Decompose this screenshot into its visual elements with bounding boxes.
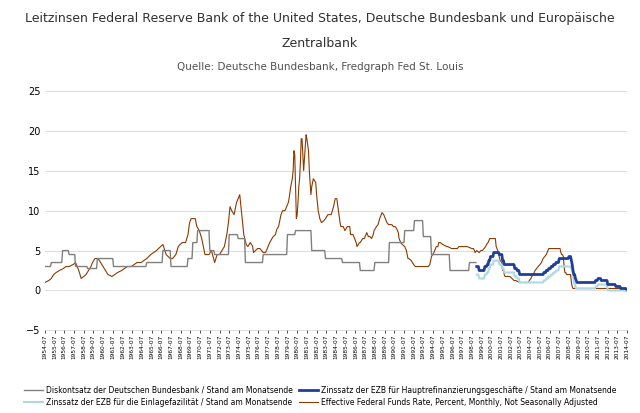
Zinssatz der EZB für Hauptrefinanzierungsgeschäfte / Stand am Monatsende [595,276,603,281]
Zinssatz der EZB für Hauptrefinanzierungsgeschäfte / Stand am Monatsende [490,250,497,255]
Zinssatz der EZB für Hauptrefinanzierungsgeschäfte / Stand am Monatsende [623,287,630,292]
Zinssatz der EZB für Hauptrefinanzierungsgeschäfte / Stand am Monatsende [506,262,514,267]
Zinssatz der EZB für Hauptrefinanzierungsgeschäfte / Stand am Monatsende [596,276,604,281]
Effective Federal Funds Rate, Percent, Monthly, Not Seasonally Adjusted [169,256,177,261]
Zinssatz der EZB für die Einlagefazilität / Stand am Monatsende [490,258,497,263]
Diskontsatz der Deutschen Bundesbank / Stand am Monatsende [41,264,49,269]
Line: Zinssatz der EZB für Hauptrefinanzierungsgeschäfte / Stand am Monatsende: Zinssatz der EZB für Hauptrefinanzierung… [477,252,627,289]
Diskontsatz der Deutschen Bundesbank / Stand am Monatsende [356,268,364,273]
Diskontsatz der Deutschen Bundesbank / Stand am Monatsende [170,264,177,269]
Zinssatz der EZB für die Einlagefazilität / Stand am Monatsende [473,272,481,277]
Zinssatz der EZB für die Einlagefazilität / Stand am Monatsende [506,270,514,275]
Zinssatz der EZB für Hauptrefinanzierungsgeschäfte / Stand am Monatsende [473,264,481,269]
Diskontsatz der Deutschen Bundesbank / Stand am Monatsende [470,260,478,265]
Zinssatz der EZB für die Einlagefazilität / Stand am Monatsende [623,289,630,294]
Zinssatz der EZB für die Einlagefazilität / Stand am Monatsende [596,282,604,287]
Effective Federal Funds Rate, Percent, Monthly, Not Seasonally Adjusted [623,286,631,291]
Effective Federal Funds Rate, Percent, Monthly, Not Seasonally Adjusted [41,280,49,285]
Line: Effective Federal Funds Rate, Percent, Monthly, Not Seasonally Adjusted: Effective Federal Funds Rate, Percent, M… [45,135,627,288]
Diskontsatz der Deutschen Bundesbank / Stand am Monatsende [249,260,257,265]
Zinssatz der EZB für die Einlagefazilität / Stand am Monatsende [479,276,486,281]
Effective Federal Funds Rate, Percent, Monthly, Not Seasonally Adjusted [572,286,579,291]
Zinssatz der EZB für Hauptrefinanzierungsgeschäfte / Stand am Monatsende [479,268,486,273]
Legend: Diskontsatz der Deutschen Bundesbank / Stand am Monatsende, Zinssatz der EZB für: Diskontsatz der Deutschen Bundesbank / S… [21,384,619,409]
Effective Federal Funds Rate, Percent, Monthly, Not Seasonally Adjusted [194,225,202,230]
Zinssatz der EZB für die Einlagefazilität / Stand am Monatsende [572,286,580,291]
Zinssatz der EZB für die Einlagefazilität / Stand am Monatsende [623,289,631,294]
Zinssatz der EZB für die Einlagefazilität / Stand am Monatsende [547,274,554,279]
Effective Federal Funds Rate, Percent, Monthly, Not Seasonally Adjusted [569,286,577,291]
Zinssatz der EZB für Hauptrefinanzierungsgeschäfte / Stand am Monatsende [623,287,631,292]
Text: Leitzinsen Federal Reserve Bank of the United States, Deutsche Bundesbank und Eu: Leitzinsen Federal Reserve Bank of the U… [25,12,615,25]
Diskontsatz der Deutschen Bundesbank / Stand am Monatsende [472,260,480,265]
Effective Federal Funds Rate, Percent, Monthly, Not Seasonally Adjusted [385,222,392,227]
Effective Federal Funds Rate, Percent, Monthly, Not Seasonally Adjusted [328,209,336,214]
Diskontsatz der Deutschen Bundesbank / Stand am Monatsende [392,240,400,245]
Diskontsatz der Deutschen Bundesbank / Stand am Monatsende [411,218,419,223]
Diskontsatz der Deutschen Bundesbank / Stand am Monatsende [206,248,214,253]
Zinssatz der EZB für Hauptrefinanzierungsgeschäfte / Stand am Monatsende [572,278,580,283]
Line: Zinssatz der EZB für die Einlagefazilität / Stand am Monatsende: Zinssatz der EZB für die Einlagefazilitä… [477,261,627,291]
Zinssatz der EZB für Hauptrefinanzierungsgeschäfte / Stand am Monatsende [547,266,554,271]
Text: Zentralbank: Zentralbank [282,37,358,50]
Text: Quelle: Deutsche Bundesbank, Fredgraph Fed St. Louis: Quelle: Deutsche Bundesbank, Fredgraph F… [177,62,463,72]
Effective Federal Funds Rate, Percent, Monthly, Not Seasonally Adjusted [302,132,310,137]
Effective Federal Funds Rate, Percent, Monthly, Not Seasonally Adjusted [442,244,450,249]
Line: Diskontsatz der Deutschen Bundesbank / Stand am Monatsende: Diskontsatz der Deutschen Bundesbank / S… [45,221,476,271]
Diskontsatz der Deutschen Bundesbank / Stand am Monatsende [423,234,431,239]
Zinssatz der EZB für die Einlagefazilität / Stand am Monatsende [595,282,603,287]
